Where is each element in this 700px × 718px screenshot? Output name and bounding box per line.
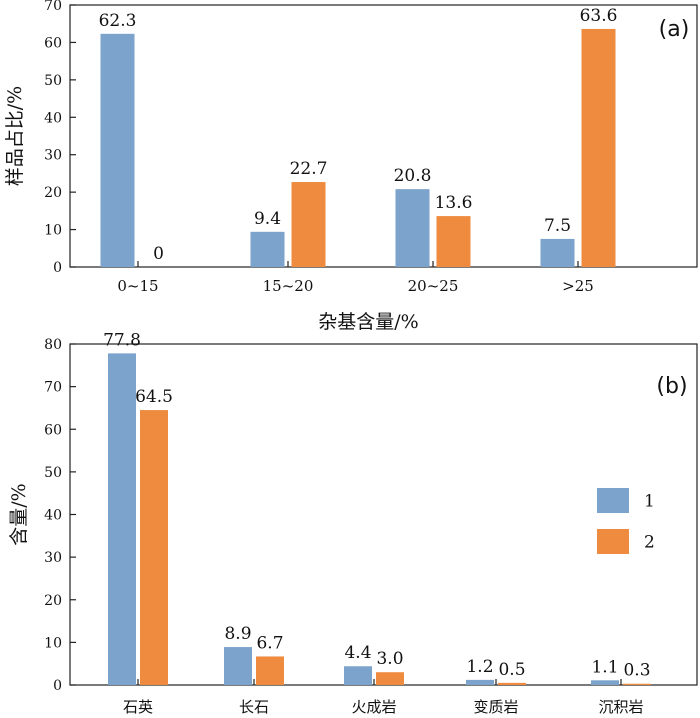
y-tick-label: 40 <box>44 110 62 126</box>
value-label: 20.8 <box>394 166 432 186</box>
x-tick-label: 长石 <box>239 698 269 716</box>
value-label: 1.2 <box>466 657 493 677</box>
y-tick-label: 50 <box>44 73 62 89</box>
value-label: 9.4 <box>254 209 281 229</box>
value-label: 62.3 <box>99 11 137 31</box>
panel-label: (b) <box>656 374 687 399</box>
y-tick-label: 20 <box>44 185 62 201</box>
y-tick-label: 30 <box>44 148 62 164</box>
bar-series-2-2 <box>376 672 404 685</box>
bar-series-2-1 <box>291 182 326 267</box>
legend-label-2: 2 <box>644 533 655 553</box>
y-axis-title: 含量/% <box>8 483 30 545</box>
x-tick-label: 变质岩 <box>473 698 518 716</box>
value-label: 63.6 <box>580 6 618 26</box>
bar-series-2-2 <box>436 216 471 267</box>
bar-series-2-3 <box>581 28 616 268</box>
legend: 12 <box>597 488 655 554</box>
y-tick-label: 50 <box>44 465 62 481</box>
value-label: 13.6 <box>435 193 473 213</box>
value-label: 64.5 <box>135 387 173 407</box>
bar-series-1-1 <box>224 647 252 685</box>
panel-label: (a) <box>659 17 690 42</box>
y-tick-label: 70 <box>44 380 62 396</box>
x-tick-label: 20~25 <box>408 277 459 295</box>
bar-series-2-3 <box>498 682 526 685</box>
x-tick-label: 0~15 <box>117 277 158 295</box>
chart-panel-a: 0 10 20 30 40 50 60 70 62.3 0 0~15 9.4 22.7 15~20 20.8… <box>4 0 698 333</box>
y-tick-label: 0 <box>53 260 62 276</box>
x-tick-label: >25 <box>562 277 594 295</box>
y-tick-label: 40 <box>44 508 62 524</box>
x-tick-label: 火成岩 <box>351 698 396 716</box>
value-label: 0 <box>153 244 164 264</box>
value-label: 7.5 <box>544 216 571 236</box>
y-tick-label: 10 <box>44 223 62 239</box>
bar-series-1-1 <box>250 231 285 267</box>
bar-series-1-2 <box>395 189 430 267</box>
value-label: 6.7 <box>256 633 283 653</box>
y-tick-label: 20 <box>44 593 62 609</box>
y-tick-label: 70 <box>44 0 62 14</box>
y-tick-label: 10 <box>44 635 62 651</box>
plot-frame <box>69 4 698 268</box>
legend-swatch-2 <box>597 529 629 554</box>
bar-series-1-0 <box>100 33 135 267</box>
value-label: 8.9 <box>224 624 251 644</box>
bar-series-1-4 <box>591 680 619 685</box>
y-tick-label: 60 <box>44 35 62 51</box>
x-tick-label: 15~20 <box>263 277 314 295</box>
value-label: 1.1 <box>591 657 618 677</box>
y-tick-label: 60 <box>44 422 62 438</box>
value-label: 22.7 <box>290 159 328 179</box>
value-label: 0.3 <box>623 661 650 681</box>
bar-series-1-3 <box>540 238 575 267</box>
bar-series-1-3 <box>466 679 494 685</box>
y-tick-label: 0 <box>53 678 62 694</box>
value-label: 3.0 <box>376 649 403 669</box>
value-label: 77.8 <box>103 330 141 350</box>
x-tick-label: 石英 <box>123 698 153 716</box>
y-tick-label: 30 <box>44 550 62 566</box>
x-tick-label: 沉积岩 <box>598 698 643 716</box>
legend-swatch-1 <box>597 488 629 513</box>
value-label: 4.4 <box>344 643 371 663</box>
bar-series-2-1 <box>256 656 284 685</box>
bar-series-1-0 <box>108 353 136 685</box>
chart-panel-b: 0 10 20 30 40 50 60 70 80 77.8 64.5 石英 8.9 6.7 长石 4.4 3.… <box>8 330 698 716</box>
x-axis-title: 杂基含量/% <box>318 311 418 333</box>
value-label: 0.5 <box>498 660 525 680</box>
y-tick-label: 80 <box>44 337 62 353</box>
legend-label-1: 1 <box>644 492 655 512</box>
y-axis-title: 样品占比/% <box>4 86 26 186</box>
bar-series-2-0 <box>140 410 168 685</box>
bar-series-1-2 <box>344 666 372 685</box>
bar-series-2-4 <box>623 683 651 685</box>
